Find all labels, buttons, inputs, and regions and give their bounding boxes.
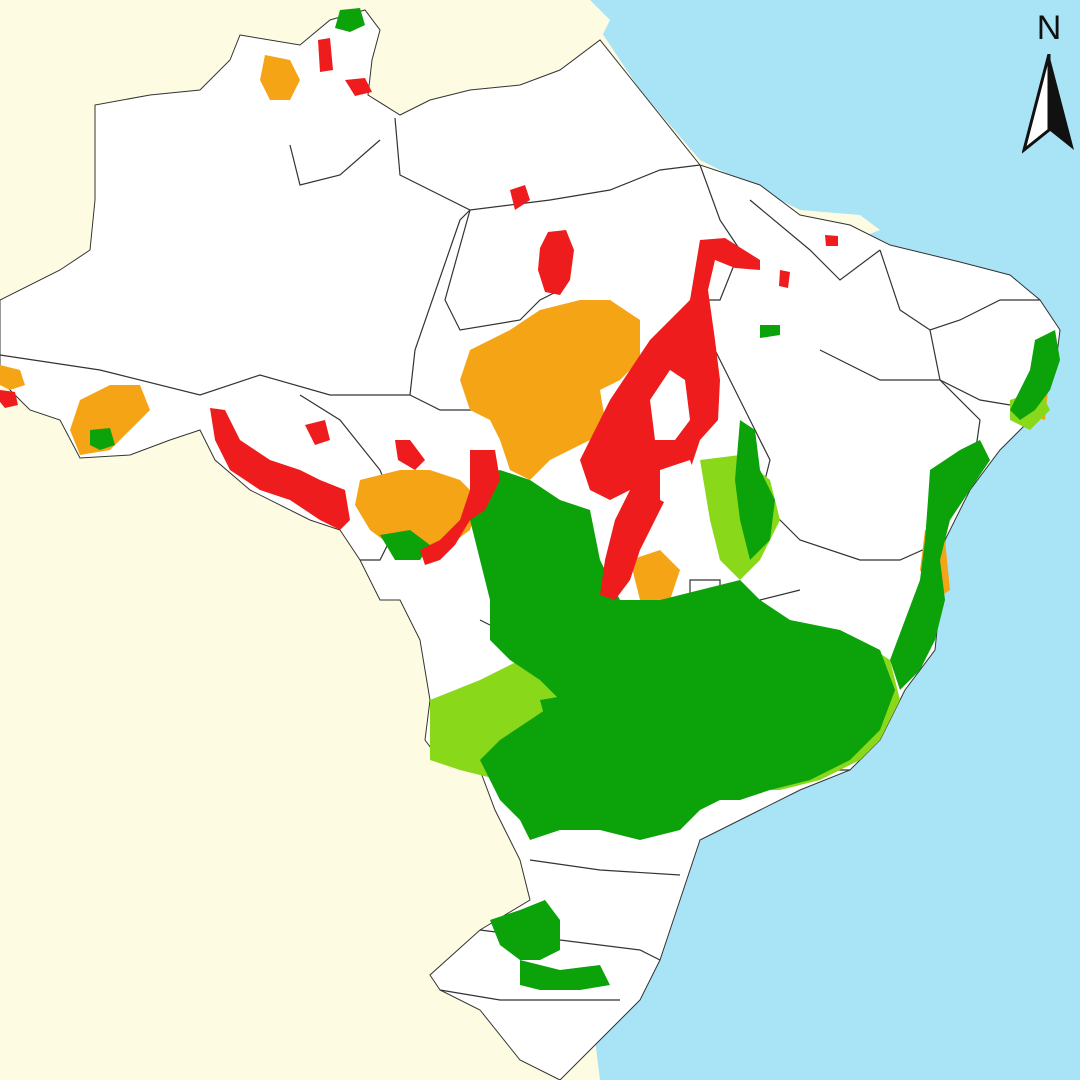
neighbor-land-north xyxy=(560,0,610,40)
north-arrow-icon xyxy=(1022,54,1074,154)
interior-gaps xyxy=(650,370,700,510)
compass-north-label: N xyxy=(1036,9,1062,47)
compass: N xyxy=(1018,8,1080,158)
green-zones xyxy=(90,8,1060,990)
